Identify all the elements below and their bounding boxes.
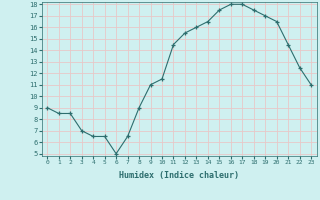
X-axis label: Humidex (Indice chaleur): Humidex (Indice chaleur) — [119, 171, 239, 180]
